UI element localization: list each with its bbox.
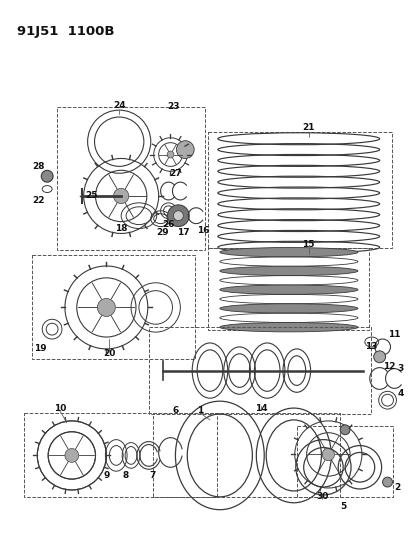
Text: 5: 5: [339, 502, 345, 511]
Ellipse shape: [219, 247, 357, 257]
Text: 12: 12: [382, 362, 395, 371]
Text: 22: 22: [32, 196, 45, 205]
Text: 2: 2: [393, 482, 399, 491]
Circle shape: [176, 141, 194, 158]
Ellipse shape: [219, 285, 357, 294]
Circle shape: [113, 188, 128, 204]
Text: 9: 9: [103, 471, 109, 480]
Text: 14: 14: [254, 403, 267, 413]
Text: 21: 21: [301, 123, 314, 132]
Circle shape: [97, 298, 115, 317]
Text: 1: 1: [197, 406, 203, 415]
Text: 91J51  1100B: 91J51 1100B: [17, 25, 114, 38]
Text: 29: 29: [156, 228, 169, 237]
Bar: [57, 107, 204, 250]
Bar: [207, 132, 392, 248]
Text: 27: 27: [169, 169, 181, 178]
Text: 25: 25: [85, 191, 97, 200]
Text: 6: 6: [172, 406, 178, 415]
Text: 18: 18: [115, 224, 127, 233]
Text: 24: 24: [113, 101, 125, 110]
Bar: [152, 413, 339, 497]
Text: 26: 26: [162, 220, 174, 229]
Text: 7: 7: [149, 471, 156, 480]
Bar: [207, 248, 368, 330]
Text: 17: 17: [177, 228, 189, 237]
Text: 19: 19: [34, 344, 47, 353]
Circle shape: [321, 448, 334, 461]
Text: 16: 16: [196, 226, 209, 235]
Circle shape: [167, 205, 189, 227]
Text: 13: 13: [365, 342, 377, 351]
Bar: [32, 255, 195, 359]
Text: 23: 23: [167, 102, 179, 111]
Text: 8: 8: [123, 471, 129, 480]
Circle shape: [339, 425, 349, 435]
Text: 30: 30: [316, 492, 328, 502]
Text: 20: 20: [103, 349, 115, 358]
Circle shape: [41, 171, 53, 182]
Bar: [24, 413, 216, 497]
Text: 11: 11: [387, 329, 400, 338]
Circle shape: [166, 151, 173, 158]
Text: 10: 10: [54, 403, 66, 413]
Text: 3: 3: [396, 364, 403, 373]
Bar: [296, 426, 392, 497]
Text: 28: 28: [32, 162, 45, 171]
Text: 4: 4: [396, 389, 403, 398]
Circle shape: [65, 449, 78, 462]
Ellipse shape: [219, 304, 357, 313]
Circle shape: [382, 477, 392, 487]
Ellipse shape: [219, 322, 357, 332]
Circle shape: [173, 211, 183, 221]
Ellipse shape: [219, 266, 357, 276]
Circle shape: [373, 351, 385, 362]
Bar: [148, 327, 370, 414]
Text: 15: 15: [301, 240, 314, 249]
